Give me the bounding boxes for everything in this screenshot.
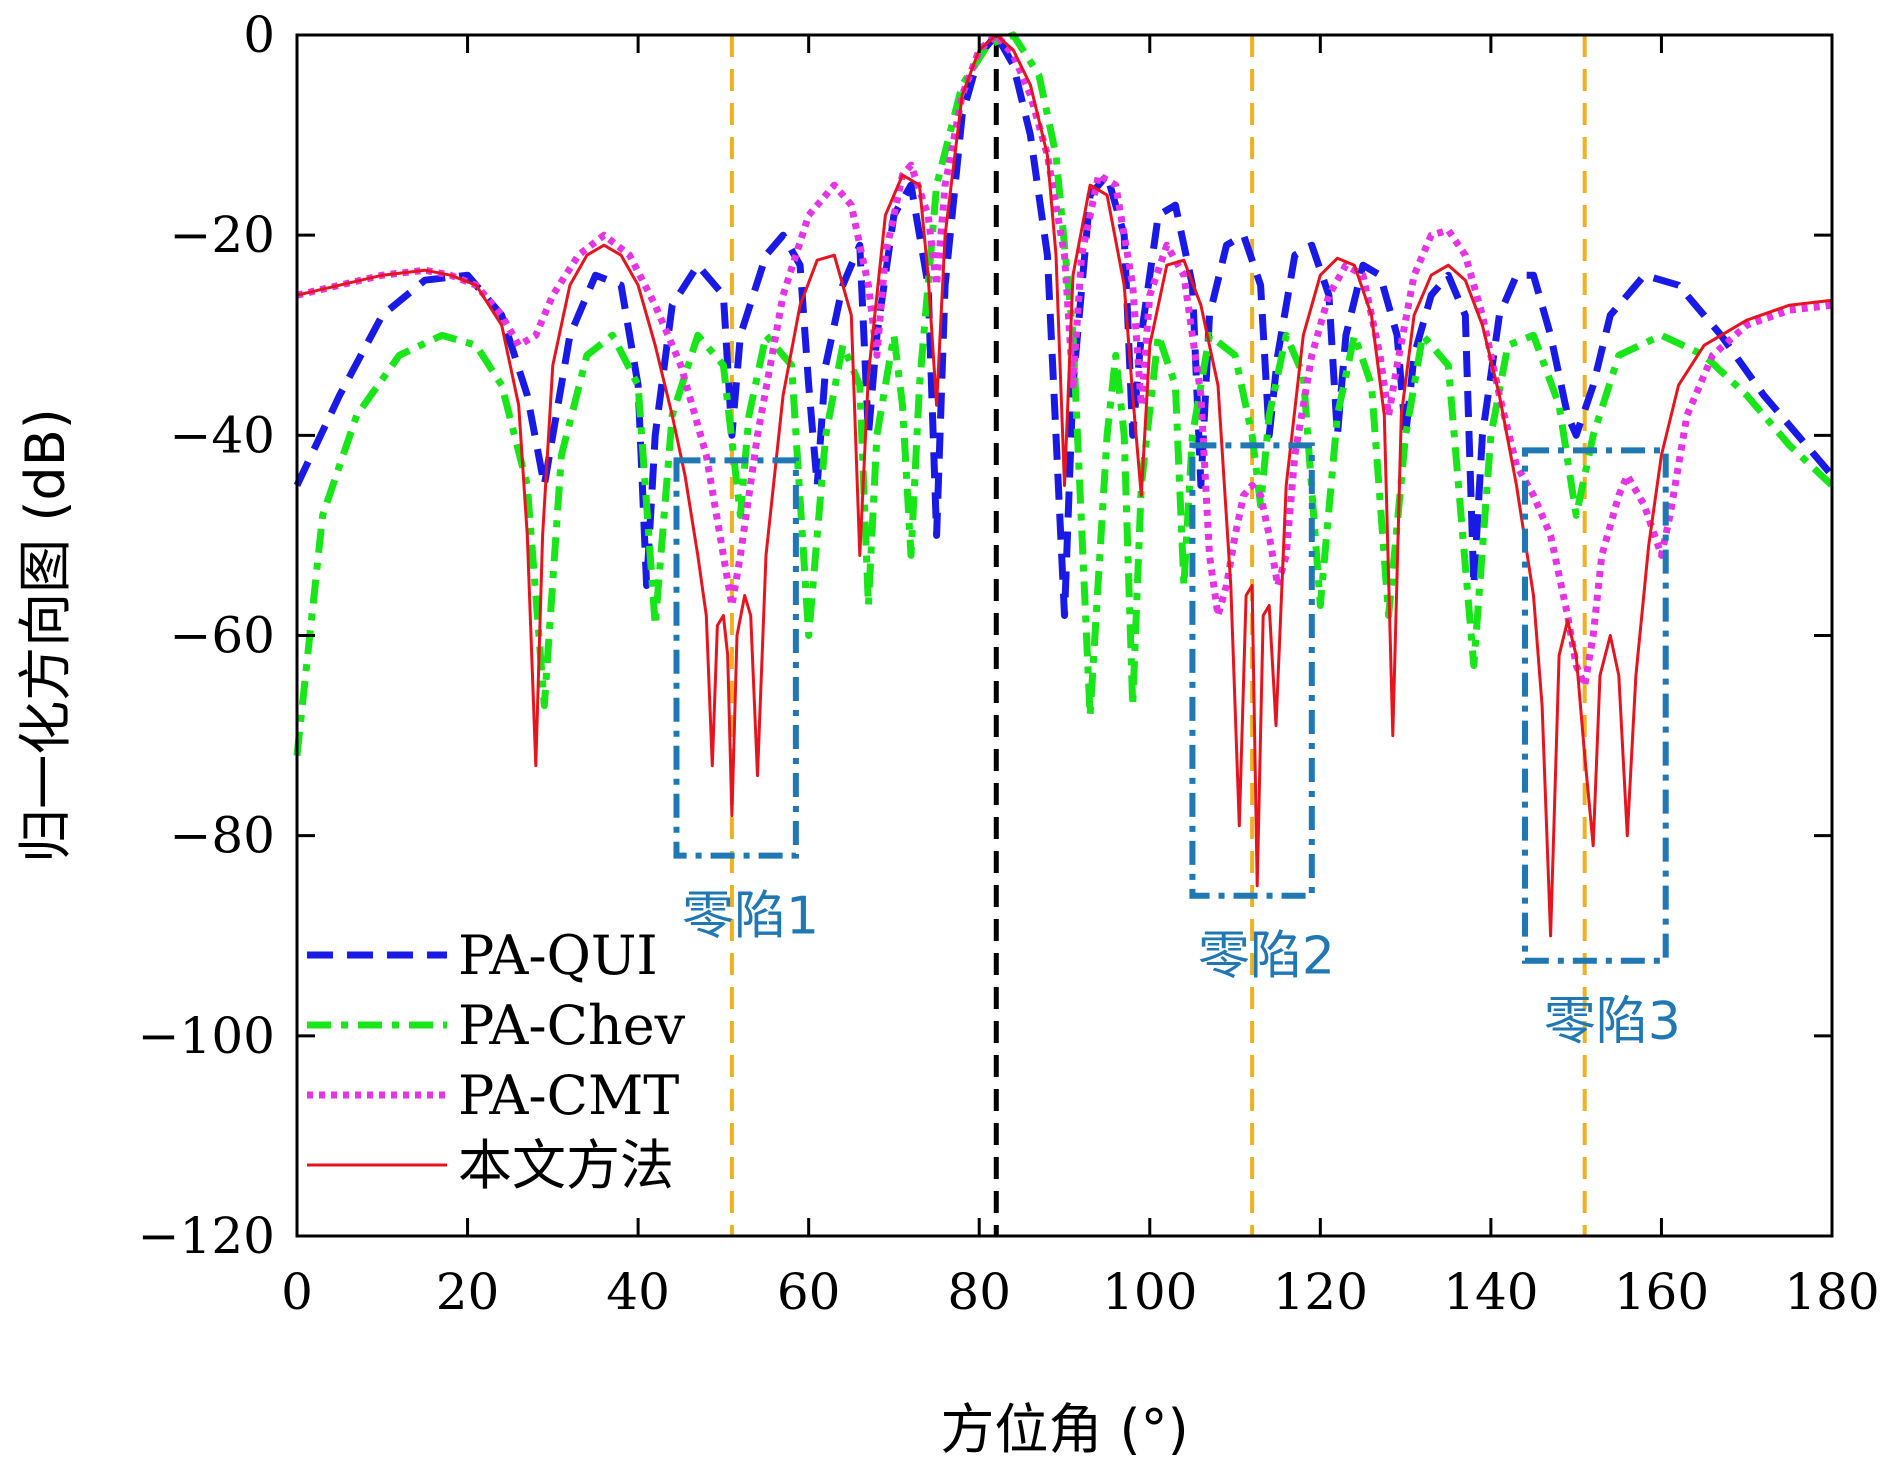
x-tick-label-4: 80 (947, 1263, 1011, 1321)
legend: PA-QUI PA-Chev PA-CMT 本文方法 (307, 924, 686, 1197)
x-tick-label-8: 160 (1614, 1263, 1709, 1321)
legend-label-2: PA-Chev (458, 994, 686, 1057)
x-axis-title: 方位角 (°) (940, 1398, 1188, 1461)
x-tick-label-0: 0 (281, 1263, 313, 1321)
legend-label-1: PA-QUI (458, 924, 658, 987)
series-line-4 (296, 33, 1833, 938)
null-region-box-1 (673, 457, 799, 859)
x-tick-label-5: 100 (1102, 1263, 1197, 1321)
series-layer (293, 31, 1835, 938)
null-region-label-3: 零陷3 (1544, 992, 1681, 1052)
x-tick-label-9: 180 (1784, 1263, 1879, 1321)
reference-lines (729, 35, 1587, 1236)
x-tick-label-6: 120 (1273, 1263, 1368, 1321)
y-tick-label-0: 0 (243, 6, 275, 64)
legend-label-4: 本文方法 (458, 1134, 674, 1197)
null-regions: 零陷1 零陷2 零陷3 (673, 442, 1681, 1052)
legend-label-3: PA-CMT (458, 1064, 679, 1127)
y-axis-title: 归一化方向图 (dB) (14, 408, 77, 863)
series-line-3 (296, 31, 1833, 689)
null-region-box-3 (1522, 447, 1669, 964)
x-tick-label-7: 140 (1443, 1263, 1538, 1321)
y-tick-label-4: −80 (169, 807, 275, 865)
y-tick-label-1: −20 (169, 206, 275, 264)
null-region-label-2: 零陷2 (1198, 927, 1335, 987)
null-region-label-1: 零陷1 (682, 887, 819, 947)
y-tick-label-2: −40 (169, 406, 275, 464)
y-tick-label-3: −60 (169, 607, 275, 665)
x-tick-label-1: 20 (436, 1263, 500, 1321)
y-tick-label-6: −120 (138, 1207, 275, 1265)
x-tick-label-2: 40 (606, 1263, 670, 1321)
x-tick-label-3: 60 (777, 1263, 841, 1321)
y-tick-label-5: −100 (138, 1007, 275, 1065)
null-region-box-2 (1189, 442, 1315, 899)
series-line-2 (293, 31, 1835, 756)
axis-ticks: 0 20 40 60 80 100 120 140 160 180 0 −20 −40 −60 −80 −10… (138, 6, 1880, 1321)
